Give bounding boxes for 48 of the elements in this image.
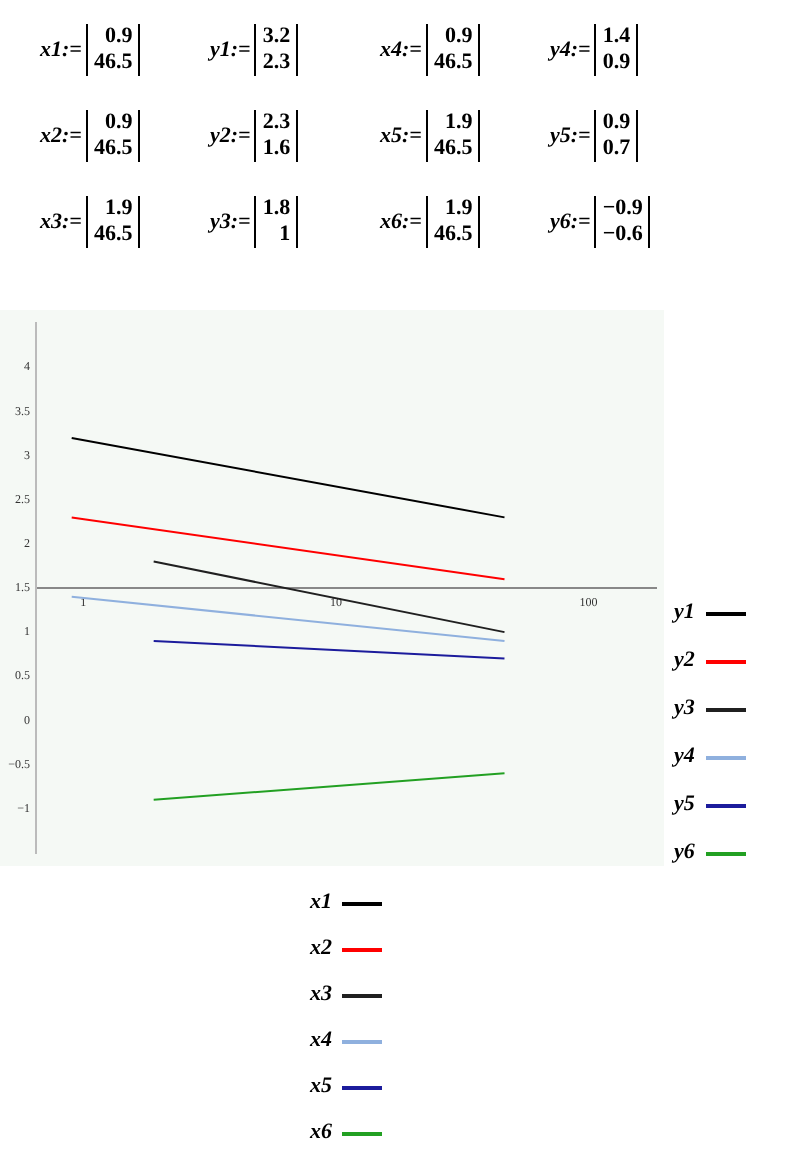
text: x4:= — [380, 38, 422, 62]
text: 46.5 — [93, 50, 133, 76]
text: 46.5 — [433, 222, 473, 248]
text: y6:= — [550, 210, 591, 234]
text: 1.6 — [262, 136, 291, 162]
text: x4 — [310, 1028, 332, 1052]
legend-label: y5 — [674, 792, 695, 816]
text: x2 — [310, 936, 332, 960]
legend-label: y6 — [674, 840, 695, 864]
text: x3:= — [40, 210, 82, 234]
legend-label: y2 — [674, 648, 695, 672]
legend-label: y4 — [674, 744, 695, 768]
text: 3.2 — [262, 24, 291, 50]
text: x1:= — [40, 38, 82, 62]
text: 46.5 — [93, 136, 133, 162]
text: 1 — [279, 222, 291, 248]
text: 46.5 — [93, 222, 133, 248]
text: x5 — [310, 1074, 332, 1098]
text: x5:= — [380, 124, 422, 148]
text: 2.3 — [262, 110, 291, 136]
text: 0.9 — [602, 110, 631, 136]
legend-label: y3 — [674, 696, 695, 720]
text: −0.9 — [602, 196, 643, 222]
text: 0.9 — [444, 24, 473, 50]
text: y4:= — [550, 38, 591, 62]
text: −0.6 — [602, 222, 643, 248]
text: x3 — [310, 982, 332, 1006]
text: x1 — [310, 890, 332, 914]
text: x6:= — [380, 210, 422, 234]
text: 0.9 — [104, 110, 133, 136]
text: 0.9 — [602, 50, 631, 76]
text: 2.3 — [262, 50, 291, 76]
legend-label: y1 — [674, 600, 695, 624]
text: 1.9 — [444, 110, 473, 136]
text: y5:= — [550, 124, 591, 148]
text: 46.5 — [433, 50, 473, 76]
text: x2:= — [40, 124, 82, 148]
text: 1.9 — [104, 196, 133, 222]
text: y2:= — [210, 124, 251, 148]
text: 1.4 — [602, 24, 631, 50]
text: x6 — [310, 1120, 332, 1144]
text: 0.9 — [104, 24, 133, 50]
text: 1.9 — [444, 196, 473, 222]
text: 1.8 — [262, 196, 291, 222]
text: y1:= — [210, 38, 251, 62]
text: y3:= — [210, 210, 251, 234]
text: 46.5 — [433, 136, 473, 162]
text: 0.7 — [602, 136, 631, 162]
